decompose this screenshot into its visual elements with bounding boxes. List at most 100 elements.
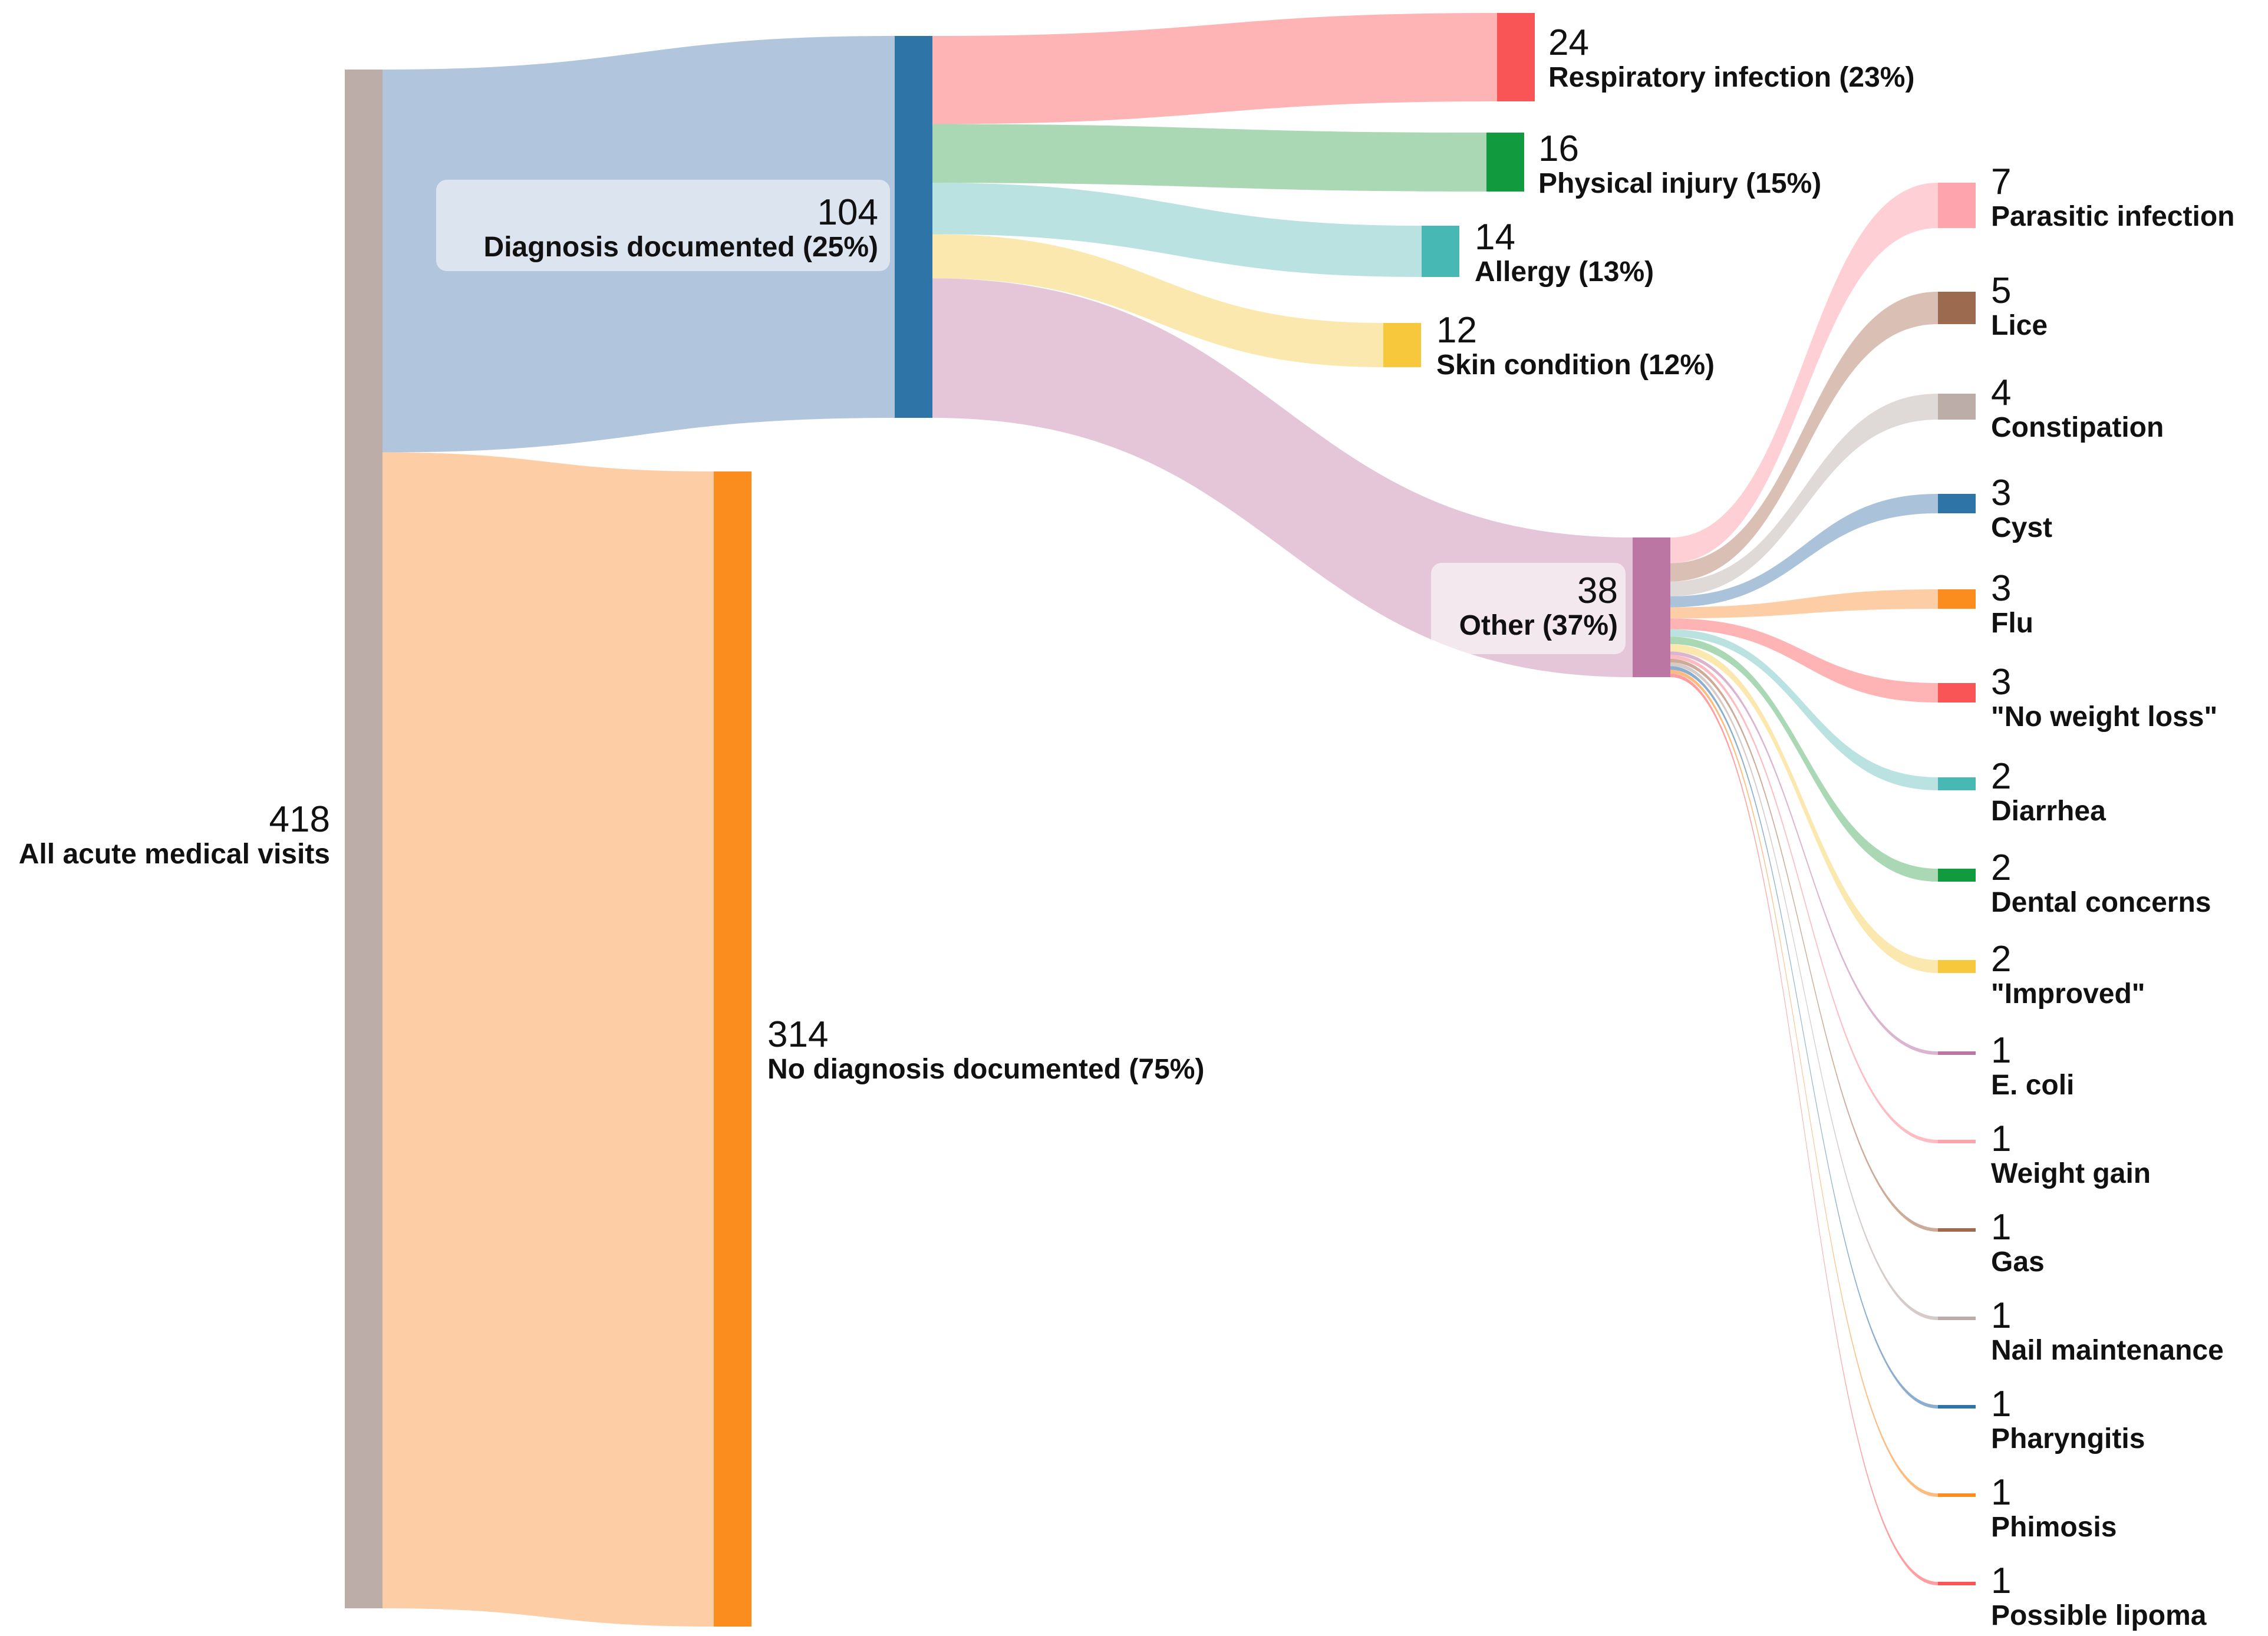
link-other-flu xyxy=(1670,589,1938,619)
label-lice: 5 Lice xyxy=(1991,273,2048,340)
value-resp: 24 xyxy=(1548,22,1589,63)
label-allergy: 14 Allergy (13%) xyxy=(1475,219,1654,286)
link-other-dental xyxy=(1670,636,1938,882)
link-other-noweight xyxy=(1670,618,1938,702)
label-pharyngitis: 1 Pharyngitis xyxy=(1991,1386,2145,1453)
label-constipation: 4 Constipation xyxy=(1991,375,2164,442)
label-phimosis: 1 Phimosis xyxy=(1991,1475,2117,1542)
link-diag-allergy xyxy=(932,183,1422,277)
label-improved: 2 "Improved" xyxy=(1991,941,2145,1008)
name-cyst: Cyst xyxy=(1991,512,2053,543)
value-diarrhea: 2 xyxy=(1991,756,2012,797)
label-bg-other xyxy=(1431,563,1626,654)
name-ecoli: E. coli xyxy=(1991,1070,2075,1101)
value-all: 418 xyxy=(269,799,330,840)
label-phys: 16 Physical injury (15%) xyxy=(1538,131,1821,198)
name-pharyngitis: Pharyngitis xyxy=(1991,1423,2145,1454)
label-ecoli: 1 E. coli xyxy=(1991,1033,2074,1100)
links-layer xyxy=(383,13,1938,1627)
node-cyst xyxy=(1938,494,1976,513)
name-dental: Dental concerns xyxy=(1991,887,2211,918)
name-noweight: "No weight loss" xyxy=(1991,701,2218,733)
value-lice: 5 xyxy=(1991,271,2012,311)
link-other-diarrhea xyxy=(1670,629,1938,790)
name-diag: Diagnosis documented (25%) xyxy=(483,232,878,263)
node-gas xyxy=(1938,1228,1976,1232)
link-other-lice xyxy=(1670,292,1938,582)
value-other: 38 xyxy=(1577,570,1618,611)
name-improved: "Improved" xyxy=(1991,978,2145,1010)
value-weightgain: 1 xyxy=(1991,1119,2012,1159)
label-bg-diag xyxy=(436,180,890,271)
link-other-nail xyxy=(1670,662,1938,1320)
value-flu: 3 xyxy=(1991,568,2012,609)
node-ecoli xyxy=(1938,1051,1976,1055)
label-diag: 104 Diagnosis documented (25%) xyxy=(484,194,878,262)
link-other-pharyngitis xyxy=(1670,666,1938,1409)
label-gas: 1 Gas xyxy=(1991,1209,2045,1277)
node-all xyxy=(345,70,383,1608)
label-nail: 1 Nail maintenance xyxy=(1991,1298,2224,1365)
value-nail: 1 xyxy=(1991,1295,2012,1336)
node-diag xyxy=(895,36,932,418)
value-parasitic: 7 xyxy=(1991,161,2012,202)
node-other xyxy=(1633,537,1670,677)
node-skin xyxy=(1383,323,1421,367)
label-resp: 24 Respiratory infection (23%) xyxy=(1548,25,1914,92)
node-pharyngitis xyxy=(1938,1405,1976,1409)
name-skin: Skin condition (12%) xyxy=(1436,349,1715,381)
value-gas: 1 xyxy=(1991,1207,2012,1248)
label-parasitic: 7 Parasitic infection xyxy=(1991,164,2234,231)
link-other-constipation xyxy=(1670,394,1938,596)
node-phimosis xyxy=(1938,1493,1976,1497)
name-constipation: Constipation xyxy=(1991,412,2164,443)
name-resp: Respiratory infection (23%) xyxy=(1548,62,1915,93)
node-weightgain xyxy=(1938,1140,1976,1143)
link-other-parasitic xyxy=(1670,183,1938,563)
link-other-weightgain xyxy=(1670,655,1938,1143)
value-ecoli: 1 xyxy=(1991,1030,2012,1071)
value-diag: 104 xyxy=(817,192,878,233)
name-diarrhea: Diarrhea xyxy=(1991,796,2106,827)
value-phys: 16 xyxy=(1538,128,1579,169)
name-gas: Gas xyxy=(1991,1246,2045,1278)
node-noweight xyxy=(1938,683,1976,702)
value-lipoma: 1 xyxy=(1991,1561,2012,1601)
label-nodiag: 314 No diagnosis documented (75%) xyxy=(767,1017,1204,1084)
name-flu: Flu xyxy=(1991,608,2033,639)
name-parasitic: Parasitic infection xyxy=(1991,201,2235,232)
node-parasitic xyxy=(1938,183,1976,228)
name-allergy: Allergy (13%) xyxy=(1475,256,1654,288)
link-other-gas xyxy=(1670,658,1938,1232)
node-dental xyxy=(1938,869,1976,882)
link-diag-resp xyxy=(932,13,1497,124)
value-allergy: 14 xyxy=(1475,217,1515,258)
node-flu xyxy=(1938,589,1976,609)
node-allergy xyxy=(1422,226,1459,277)
value-phimosis: 1 xyxy=(1991,1472,2012,1513)
value-improved: 2 xyxy=(1991,939,2012,979)
name-other: Other (37%) xyxy=(1459,610,1618,641)
node-resp xyxy=(1497,13,1535,101)
value-dental: 2 xyxy=(1991,847,2012,888)
label-all: 418 All acute medical visits xyxy=(19,801,330,869)
link-diag-phys xyxy=(932,124,1486,192)
label-noweight: 3 "No weight loss" xyxy=(1991,664,2217,731)
link-other-cyst xyxy=(1670,494,1938,608)
node-improved xyxy=(1938,960,1976,973)
label-weightgain: 1 Weight gain xyxy=(1991,1121,2151,1188)
link-other-improved xyxy=(1670,644,1938,973)
value-constipation: 4 xyxy=(1991,372,2012,413)
link-other-ecoli xyxy=(1670,651,1938,1055)
node-lice xyxy=(1938,292,1976,324)
label-other: 38 Other (37%) xyxy=(1459,573,1618,640)
node-nodiag xyxy=(714,471,751,1627)
value-cyst: 3 xyxy=(1991,473,2012,513)
node-lipoma xyxy=(1938,1582,1976,1585)
name-all: All acute medical visits xyxy=(18,839,330,870)
value-pharyngitis: 1 xyxy=(1991,1384,2012,1424)
value-nodiag: 314 xyxy=(767,1014,829,1055)
node-constipation xyxy=(1938,394,1976,420)
